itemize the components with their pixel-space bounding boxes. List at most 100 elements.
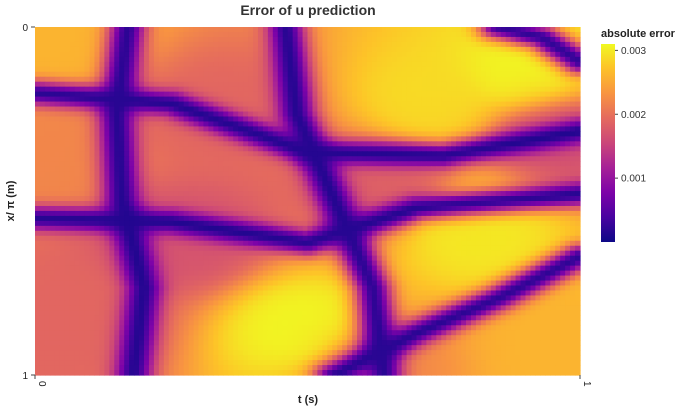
heatmap-cell bbox=[436, 71, 442, 78]
heatmap-cell bbox=[396, 116, 403, 123]
heatmap-cell bbox=[545, 146, 551, 152]
heatmap-cell bbox=[436, 201, 442, 207]
heatmap-cell bbox=[535, 141, 541, 147]
heatmap-cell bbox=[119, 46, 125, 53]
heatmap-cell bbox=[173, 136, 180, 142]
heatmap-cell bbox=[203, 111, 209, 118]
heatmap-cell bbox=[485, 181, 492, 187]
heatmap-cell bbox=[282, 186, 289, 192]
heatmap-cell bbox=[332, 31, 338, 38]
heatmap-cell bbox=[565, 146, 571, 152]
heatmap-cell bbox=[198, 215, 205, 222]
heatmap-cell bbox=[277, 181, 284, 187]
heatmap-cell bbox=[243, 27, 249, 33]
heatmap-cell bbox=[99, 250, 105, 257]
heatmap-cell bbox=[168, 111, 175, 118]
heatmap-cell bbox=[262, 156, 269, 162]
heatmap-cell bbox=[366, 116, 373, 123]
heatmap-cell bbox=[243, 225, 249, 232]
heatmap-cell bbox=[183, 121, 190, 128]
heatmap-cell bbox=[312, 141, 318, 147]
heatmap-cell bbox=[302, 131, 309, 137]
heatmap-cell bbox=[416, 126, 423, 132]
heatmap-cell bbox=[208, 116, 214, 123]
heatmap-cell bbox=[248, 146, 254, 152]
heatmap-cell bbox=[451, 225, 457, 232]
heatmap-cell bbox=[525, 56, 532, 63]
heatmap-cell bbox=[376, 240, 383, 247]
heatmap-cell bbox=[550, 101, 556, 108]
heatmap-cell bbox=[485, 41, 492, 48]
heatmap-cell bbox=[485, 191, 492, 197]
heatmap-cell bbox=[317, 201, 323, 207]
heatmap-cell bbox=[277, 71, 284, 78]
heatmap-cell bbox=[555, 166, 561, 172]
heatmap-cell bbox=[312, 230, 318, 237]
heatmap-cell bbox=[94, 240, 100, 247]
heatmap-cell bbox=[44, 36, 51, 43]
heatmap-cell bbox=[540, 235, 546, 242]
heatmap-cell bbox=[456, 27, 462, 33]
heatmap-cell bbox=[456, 146, 462, 152]
heatmap-cell bbox=[352, 46, 358, 53]
heatmap-cell bbox=[144, 116, 150, 123]
heatmap-cell bbox=[421, 196, 427, 202]
heatmap-cell bbox=[401, 136, 408, 142]
heatmap-cell bbox=[416, 191, 423, 197]
heatmap-cell bbox=[376, 166, 383, 172]
heatmap-cell bbox=[302, 230, 309, 237]
heatmap-cell bbox=[49, 176, 56, 182]
heatmap-cell bbox=[362, 156, 368, 162]
heatmap-cell bbox=[104, 126, 110, 132]
heatmap-cell bbox=[515, 171, 522, 177]
heatmap-cell bbox=[416, 136, 423, 142]
heatmap-cell bbox=[510, 225, 517, 232]
heatmap-cell bbox=[471, 205, 477, 212]
heatmap-cell bbox=[183, 101, 190, 108]
heatmap-cell bbox=[173, 161, 180, 167]
heatmap-cell bbox=[342, 181, 348, 187]
heatmap-cell bbox=[168, 240, 175, 247]
heatmap-cell bbox=[485, 161, 492, 167]
heatmap-cell bbox=[475, 66, 482, 73]
heatmap-cell bbox=[228, 41, 234, 48]
heatmap-cell bbox=[153, 31, 160, 38]
heatmap-cell bbox=[550, 176, 556, 182]
heatmap-cell bbox=[540, 146, 546, 152]
heatmap-cell bbox=[198, 46, 205, 53]
heatmap-cell bbox=[119, 176, 125, 182]
heatmap-cell bbox=[406, 86, 413, 93]
heatmap-cell bbox=[272, 146, 279, 152]
heatmap-cell bbox=[376, 46, 383, 53]
heatmap-cell bbox=[277, 176, 284, 182]
heatmap-cell bbox=[406, 225, 413, 232]
heatmap-cell bbox=[575, 46, 581, 53]
heatmap-cell bbox=[332, 240, 338, 247]
heatmap-cell bbox=[490, 111, 497, 118]
heatmap-cell bbox=[272, 196, 279, 202]
heatmap-cell bbox=[188, 235, 195, 242]
heatmap-cell bbox=[530, 230, 536, 237]
heatmap-cell bbox=[451, 171, 457, 177]
heatmap-cell bbox=[139, 81, 145, 88]
heatmap-cell bbox=[69, 196, 76, 202]
heatmap-cell bbox=[59, 235, 66, 242]
heatmap-cell bbox=[267, 91, 274, 98]
heatmap-cell bbox=[59, 136, 66, 142]
heatmap-cell bbox=[124, 181, 130, 187]
heatmap-cell bbox=[69, 235, 76, 242]
heatmap-cell bbox=[475, 126, 482, 132]
heatmap-cell bbox=[292, 136, 299, 142]
heatmap-cell bbox=[183, 210, 190, 217]
heatmap-cell bbox=[129, 76, 135, 83]
heatmap-cell bbox=[188, 245, 195, 252]
heatmap-cell bbox=[198, 51, 205, 58]
heatmap-cell bbox=[39, 121, 46, 128]
heatmap-cell bbox=[233, 66, 239, 73]
heatmap-cell bbox=[451, 191, 457, 197]
heatmap-cell bbox=[406, 191, 413, 197]
heatmap-cell bbox=[421, 116, 427, 123]
heatmap-cell bbox=[575, 56, 581, 63]
heatmap-cell bbox=[35, 111, 41, 118]
heatmap-cell bbox=[277, 101, 284, 108]
